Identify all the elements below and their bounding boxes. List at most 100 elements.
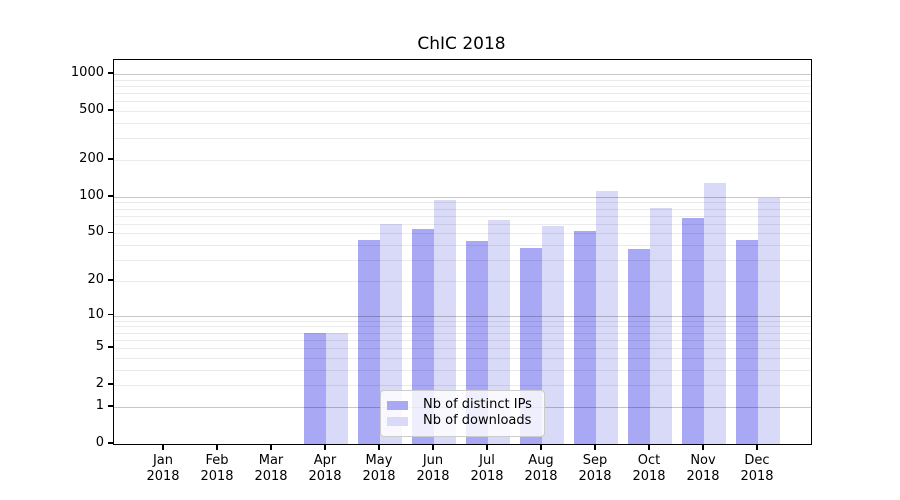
gridline-400 (114, 122, 811, 124)
gridline-20 (114, 280, 811, 282)
x-tick-mark (756, 444, 758, 450)
gridline-60 (114, 223, 811, 225)
bar-downloads-aug (542, 225, 564, 444)
gridline-900 (114, 79, 811, 81)
y-tick-label: 200 (79, 150, 104, 166)
x-tick-label-mar: Mar 2018 (254, 453, 288, 484)
bar-distinct-ips-sep (574, 231, 596, 444)
x-tick-label-apr: Apr 2018 (308, 453, 342, 484)
y-tick-mark (108, 279, 113, 281)
x-tick-label-jun: Jun 2018 (416, 453, 450, 484)
legend: Nb of distinct IPs Nb of downloads (380, 390, 545, 437)
y-tick-label: 0 (95, 435, 104, 450)
legend-row-distinct-ips: Nb of distinct IPs (387, 397, 544, 413)
y-tick-label: 10 (87, 306, 104, 322)
x-tick-label-aug: Aug 2018 (524, 453, 558, 484)
chart-title: ChIC 2018 (417, 34, 506, 54)
gridline-5 (114, 348, 811, 350)
gridline-100 (114, 196, 811, 198)
y-tick-label: 1 (95, 397, 104, 413)
gridline-80 (114, 208, 811, 210)
gridline-1000 (114, 74, 811, 75)
gridline-600 (114, 101, 811, 103)
gridline-4 (114, 357, 811, 359)
bar-downloads-may (380, 223, 402, 444)
x-tick-mark (648, 444, 650, 450)
y-tick-label: 1000 (70, 65, 104, 80)
x-tick-label-may: May 2018 (362, 453, 396, 484)
grid-layer (114, 60, 811, 444)
gridline-9 (114, 320, 811, 322)
gridline-800 (114, 85, 811, 87)
x-tick-mark (216, 444, 218, 450)
bar-distinct-ips-may (358, 240, 380, 444)
bar-distinct-ips-dec (736, 240, 758, 444)
bar-downloads-jul (488, 219, 510, 444)
gridline-6 (114, 339, 811, 341)
legend-label-distinct-ips: Nb of distinct IPs (423, 397, 532, 412)
gridline-70 (114, 215, 811, 217)
x-tick-label-oct: Oct 2018 (632, 453, 666, 484)
gridline-2 (114, 385, 811, 387)
x-tick-label-dec: Dec 2018 (740, 453, 774, 484)
y-tick-mark (108, 346, 113, 348)
x-tick-mark (270, 444, 272, 450)
bar-downloads-jun (434, 200, 456, 444)
y-tick-mark (108, 313, 113, 316)
bar-downloads-sep (596, 190, 618, 444)
y-tick-mark (108, 109, 113, 111)
x-tick-mark (486, 444, 488, 450)
y-tick-label: 2 (95, 376, 104, 392)
gridline-40 (114, 245, 811, 247)
y-tick-mark (108, 231, 113, 234)
x-tick-mark (594, 444, 596, 450)
x-tick-label-jul: Jul 2018 (470, 453, 504, 484)
y-tick-label: 500 (79, 102, 104, 118)
x-tick-mark (378, 444, 380, 450)
gridline-3 (114, 369, 811, 371)
gridline-10 (114, 315, 811, 317)
y-tick-mark (108, 442, 113, 444)
gridline-90 (114, 202, 811, 204)
legend-label-downloads: Nb of downloads (423, 413, 532, 428)
gridline-8 (114, 326, 811, 328)
y-tick-label: 50 (87, 224, 104, 240)
y-tick-mark (108, 383, 113, 385)
x-tick-label-jan: Jan 2018 (146, 453, 180, 484)
x-tick-mark (162, 444, 164, 450)
gridline-7 (114, 332, 811, 334)
y-tick-mark (108, 405, 113, 407)
x-tick-mark (540, 444, 542, 450)
x-tick-mark (432, 444, 434, 450)
legend-swatch-distinct-ips (387, 400, 408, 410)
bar-distinct-ips-oct (628, 249, 650, 444)
y-tick-mark (108, 158, 113, 160)
bar-downloads-oct (650, 208, 672, 444)
x-tick-label-nov: Nov 2018 (686, 453, 720, 484)
bar-distinct-ips-apr (304, 332, 326, 444)
bar-downloads-dec (758, 198, 780, 444)
y-tick-mark (108, 195, 113, 197)
plot-area (113, 59, 812, 445)
bar-downloads-apr (326, 332, 348, 444)
bars-layer (114, 60, 811, 444)
bar-distinct-ips-nov (682, 218, 704, 444)
x-tick-mark (324, 444, 326, 450)
gridline-500 (114, 111, 811, 113)
x-tick-label-sep: Sep 2018 (578, 453, 612, 484)
legend-row-downloads: Nb of downloads (387, 413, 544, 429)
y-tick-label: 5 (95, 339, 104, 355)
bar-downloads-nov (704, 182, 726, 444)
y-tick-label: 20 (87, 271, 104, 287)
gridline-50 (114, 233, 811, 235)
legend-swatch-downloads (387, 416, 408, 426)
y-tick-mark (108, 72, 113, 74)
x-tick-label-feb: Feb 2018 (200, 453, 234, 484)
gridline-300 (114, 138, 811, 140)
gridline-700 (114, 93, 811, 95)
x-tick-mark (702, 444, 704, 450)
y-tick-label: 100 (79, 187, 104, 203)
gridline-200 (114, 159, 811, 161)
gridline-30 (114, 260, 811, 262)
